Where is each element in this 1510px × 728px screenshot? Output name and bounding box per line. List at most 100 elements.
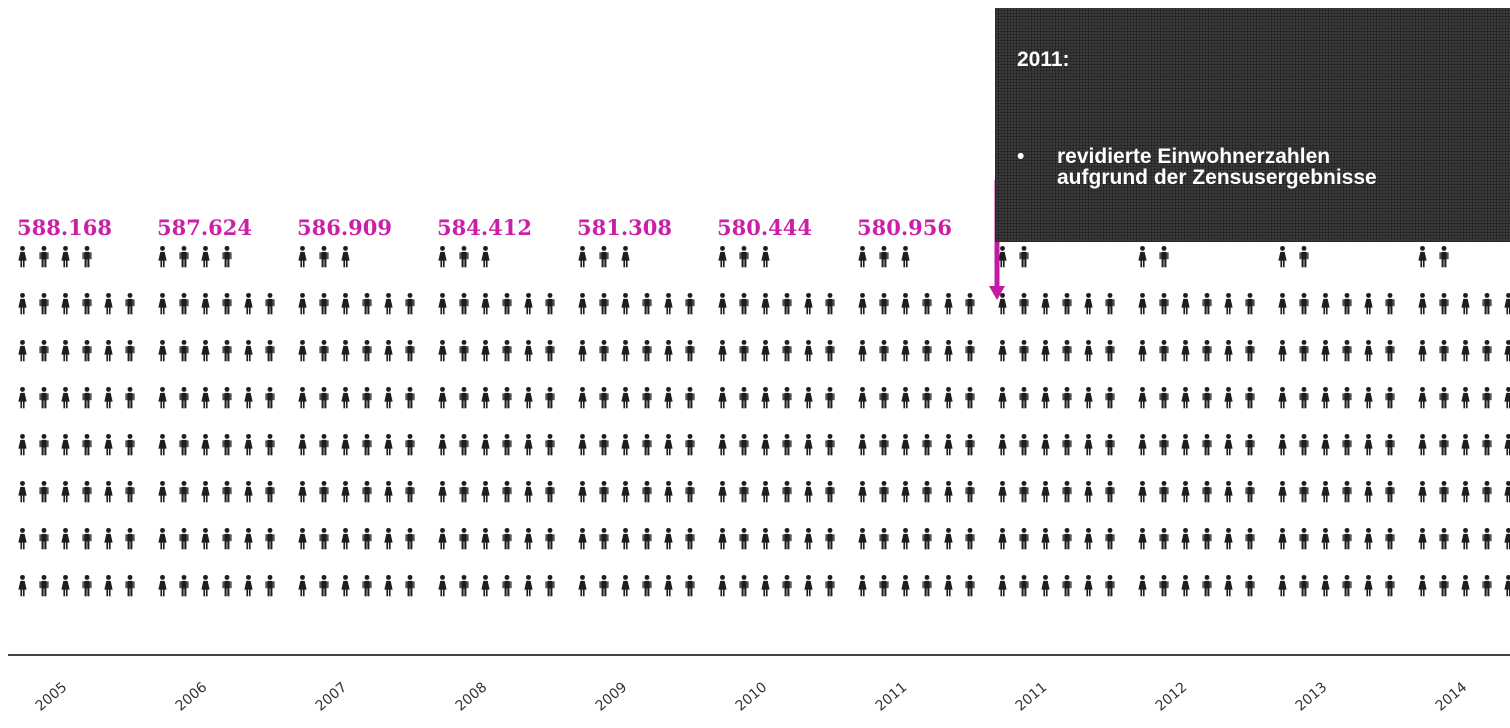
person-icon bbox=[1504, 527, 1510, 550]
person-icon bbox=[879, 339, 889, 362]
person-icon bbox=[222, 527, 232, 550]
person-icon bbox=[642, 527, 652, 550]
person-icon bbox=[1461, 574, 1470, 597]
person-icon bbox=[782, 433, 792, 456]
person-icon bbox=[599, 433, 609, 456]
person-icon bbox=[1084, 386, 1093, 409]
person-icon bbox=[1342, 292, 1352, 315]
person-icon bbox=[1062, 527, 1072, 550]
person-icon bbox=[1385, 574, 1395, 597]
person-icon bbox=[1461, 339, 1470, 362]
person-icon bbox=[18, 245, 27, 268]
person-icon bbox=[125, 433, 135, 456]
person-icon bbox=[1159, 433, 1169, 456]
person-icon bbox=[39, 292, 49, 315]
person-icon bbox=[782, 527, 792, 550]
person-icon bbox=[459, 245, 469, 268]
person-icon bbox=[384, 433, 393, 456]
person-icon bbox=[362, 480, 372, 503]
person-icon bbox=[1364, 292, 1373, 315]
person-icon bbox=[998, 245, 1007, 268]
person-icon bbox=[578, 339, 587, 362]
person-icon bbox=[621, 245, 630, 268]
person-icon bbox=[1224, 433, 1233, 456]
person-icon bbox=[1482, 386, 1492, 409]
person-icon bbox=[1159, 386, 1169, 409]
person-icon bbox=[739, 245, 749, 268]
person-icon bbox=[82, 245, 92, 268]
person-icon bbox=[1461, 433, 1470, 456]
person-icon bbox=[125, 386, 135, 409]
person-icon bbox=[545, 527, 555, 550]
person-icon bbox=[179, 527, 189, 550]
person-icon bbox=[685, 386, 695, 409]
person-icon bbox=[1385, 433, 1395, 456]
person-icon bbox=[104, 292, 113, 315]
person-icon bbox=[685, 574, 695, 597]
person-icon bbox=[405, 339, 415, 362]
person-icon bbox=[104, 339, 113, 362]
person-icon bbox=[1138, 574, 1147, 597]
person-icon bbox=[1364, 433, 1373, 456]
person-icon bbox=[685, 292, 695, 315]
person-icon bbox=[1181, 386, 1190, 409]
person-icon bbox=[685, 527, 695, 550]
person-icon bbox=[481, 245, 490, 268]
person-icon bbox=[201, 433, 210, 456]
year-label: 2012 bbox=[1153, 679, 1191, 714]
person-icon bbox=[298, 574, 307, 597]
person-icon bbox=[1062, 433, 1072, 456]
person-icon bbox=[998, 527, 1007, 550]
person-icon bbox=[1245, 527, 1255, 550]
person-icon bbox=[341, 574, 350, 597]
person-icon bbox=[739, 386, 749, 409]
person-icon bbox=[761, 527, 770, 550]
person-icon bbox=[362, 292, 372, 315]
person-icon bbox=[1439, 339, 1449, 362]
person-icon bbox=[782, 574, 792, 597]
person-icon bbox=[179, 339, 189, 362]
person-icon bbox=[998, 386, 1007, 409]
person-icon bbox=[298, 292, 307, 315]
person-icon bbox=[1202, 480, 1212, 503]
person-icon bbox=[1019, 339, 1029, 362]
person-icon bbox=[438, 480, 447, 503]
person-icon bbox=[944, 480, 953, 503]
person-icon bbox=[901, 574, 910, 597]
person-icon bbox=[158, 386, 167, 409]
person-icon bbox=[578, 574, 587, 597]
person-icon bbox=[1342, 433, 1352, 456]
person-icon bbox=[319, 386, 329, 409]
person-icon bbox=[265, 480, 275, 503]
person-icon bbox=[362, 386, 372, 409]
person-icon bbox=[438, 339, 447, 362]
person-icon bbox=[319, 574, 329, 597]
person-icon bbox=[922, 339, 932, 362]
person-icon bbox=[965, 574, 975, 597]
person-icon bbox=[341, 339, 350, 362]
person-icon bbox=[61, 433, 70, 456]
person-icon bbox=[1504, 574, 1510, 597]
person-icon bbox=[1439, 574, 1449, 597]
person-icon bbox=[545, 292, 555, 315]
person-icon bbox=[39, 386, 49, 409]
person-icon bbox=[621, 527, 630, 550]
value-label: 586.909 bbox=[297, 215, 392, 240]
person-icon bbox=[1278, 292, 1287, 315]
person-icon bbox=[1181, 292, 1190, 315]
person-icon bbox=[179, 433, 189, 456]
person-icon bbox=[1224, 386, 1233, 409]
person-icon bbox=[1299, 480, 1309, 503]
person-icon bbox=[922, 292, 932, 315]
person-icon bbox=[965, 292, 975, 315]
person-icon bbox=[524, 574, 533, 597]
person-icon bbox=[1385, 386, 1395, 409]
person-icon bbox=[1299, 245, 1309, 268]
person-icon bbox=[664, 480, 673, 503]
person-icon bbox=[1418, 433, 1427, 456]
person-icon bbox=[481, 527, 490, 550]
person-icon bbox=[1084, 574, 1093, 597]
person-icon bbox=[1041, 292, 1050, 315]
person-icon bbox=[481, 292, 490, 315]
person-icon bbox=[901, 339, 910, 362]
